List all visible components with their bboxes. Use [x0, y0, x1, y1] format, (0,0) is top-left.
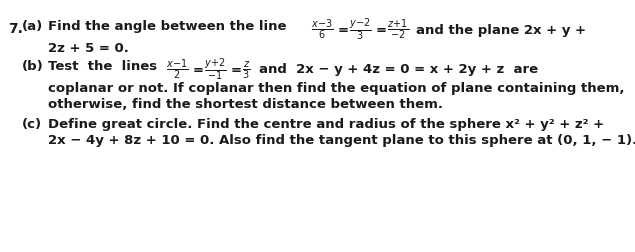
Text: (a): (a): [22, 20, 43, 33]
Text: and the plane 2x + y +: and the plane 2x + y +: [416, 23, 586, 36]
Text: Define great circle. Find the centre and radius of the sphere x² + y² + z² +: Define great circle. Find the centre and…: [48, 117, 604, 131]
Text: 2z + 5 = 0.: 2z + 5 = 0.: [48, 42, 129, 55]
Text: $\frac{z}{3}$: $\frac{z}{3}$: [242, 59, 250, 81]
Text: =: =: [338, 23, 349, 36]
Text: otherwise, find the shortest distance between them.: otherwise, find the shortest distance be…: [48, 98, 443, 111]
Text: coplanar or not. If coplanar then find the equation of plane containing them,: coplanar or not. If coplanar then find t…: [48, 82, 624, 94]
Text: =: =: [376, 23, 387, 36]
Text: Find the angle between the line: Find the angle between the line: [48, 20, 286, 33]
Text: and  2x − y + 4z = 0 = x + 2y + z  are: and 2x − y + 4z = 0 = x + 2y + z are: [259, 63, 538, 76]
Text: 7.: 7.: [8, 22, 23, 36]
Text: $\frac{y\!+\!2}{-1}$: $\frac{y\!+\!2}{-1}$: [204, 56, 227, 83]
Text: (b): (b): [22, 60, 44, 73]
Text: =: =: [231, 63, 242, 76]
Text: =: =: [193, 63, 204, 76]
Text: $\frac{z\!+\!1}{-2}$: $\frac{z\!+\!1}{-2}$: [387, 18, 409, 42]
Text: 2x − 4y + 8z + 10 = 0. Also find the tangent plane to this sphere at (0, 1, − 1): 2x − 4y + 8z + 10 = 0. Also find the tan…: [48, 134, 635, 146]
Text: $\frac{y\!-\!2}{3}$: $\frac{y\!-\!2}{3}$: [349, 17, 371, 43]
Text: $\frac{x\!-\!3}{6}$: $\frac{x\!-\!3}{6}$: [311, 18, 333, 42]
Text: $\frac{x\!-\!1}{2}$: $\frac{x\!-\!1}{2}$: [166, 58, 189, 82]
Text: Test  the  lines: Test the lines: [48, 60, 157, 73]
Text: (c): (c): [22, 117, 42, 131]
